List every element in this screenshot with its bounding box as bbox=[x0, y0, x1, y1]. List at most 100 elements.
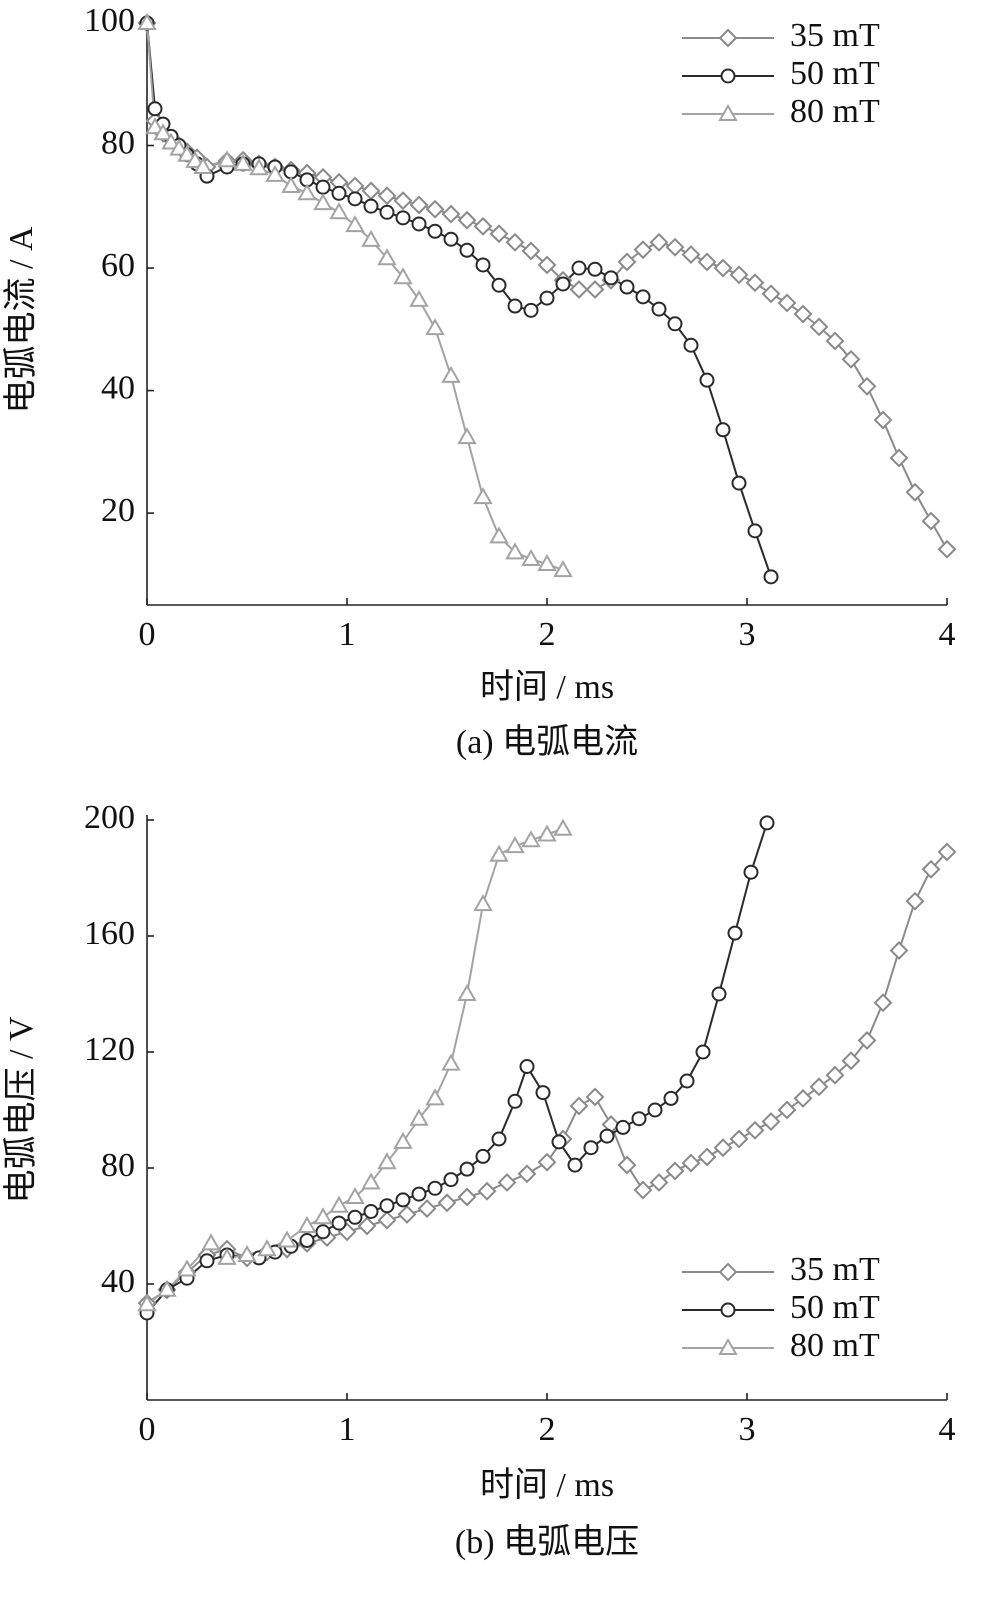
marker-circle bbox=[683, 337, 699, 353]
marker-diamond bbox=[357, 1216, 377, 1236]
marker-diamond bbox=[585, 280, 605, 299]
marker-triangle bbox=[257, 1239, 277, 1257]
marker-circle bbox=[347, 1209, 363, 1225]
marker-circle bbox=[747, 523, 763, 539]
marker-diamond bbox=[569, 1096, 589, 1116]
marker-triangle bbox=[313, 1207, 333, 1225]
legend-label: 50 mT bbox=[790, 55, 880, 92]
marker-circle bbox=[379, 204, 395, 220]
marker-triangle bbox=[145, 117, 165, 135]
marker-circle bbox=[507, 1093, 523, 1109]
marker-diamond bbox=[649, 1173, 669, 1192]
marker-triangle bbox=[457, 983, 477, 1001]
x-tick-label: 2 bbox=[539, 616, 556, 653]
series-line bbox=[146, 22, 564, 572]
series-line bbox=[146, 851, 948, 1304]
marker-triangle bbox=[153, 123, 173, 141]
marker-circle bbox=[395, 210, 411, 226]
legend-label: 35 mT bbox=[790, 1251, 880, 1288]
x-tick-label: 0 bbox=[139, 616, 156, 653]
marker-diamond bbox=[718, 28, 738, 48]
marker-diamond bbox=[889, 448, 909, 468]
marker-circle bbox=[711, 986, 727, 1002]
marker-triangle bbox=[313, 193, 333, 211]
marker-triangle bbox=[169, 138, 189, 156]
marker-circle bbox=[519, 1059, 535, 1074]
marker-circle bbox=[763, 569, 779, 585]
marker-circle bbox=[199, 1253, 215, 1269]
marker-circle bbox=[663, 1090, 679, 1106]
marker-diamond bbox=[633, 1180, 653, 1200]
marker-diamond bbox=[393, 191, 413, 211]
legend-label: 50 mT bbox=[790, 1289, 880, 1326]
marker-triangle bbox=[193, 156, 213, 174]
x-tick-label: 1 bbox=[339, 1411, 356, 1448]
marker-triangle bbox=[161, 132, 181, 150]
marker-triangle bbox=[521, 549, 541, 567]
caption: (a) 电弧电流 bbox=[456, 723, 638, 761]
marker-circle bbox=[363, 198, 379, 214]
marker-circle bbox=[743, 864, 759, 880]
marker-circle bbox=[147, 101, 163, 117]
marker-diamond bbox=[809, 1077, 829, 1097]
x-tick-label: 4 bbox=[939, 616, 956, 653]
marker-triangle bbox=[265, 164, 285, 182]
marker-diamond bbox=[857, 376, 877, 396]
x-tick-label: 3 bbox=[739, 616, 756, 653]
marker-circle bbox=[459, 1161, 475, 1177]
marker-diamond bbox=[729, 265, 749, 285]
marker-diamond bbox=[681, 245, 701, 264]
marker-diamond bbox=[745, 273, 765, 293]
marker-diamond bbox=[681, 1153, 701, 1173]
marker-circle bbox=[411, 1186, 427, 1202]
marker-circle bbox=[475, 1148, 491, 1164]
marker-triangle bbox=[441, 365, 461, 383]
y-tick-label: 20 bbox=[101, 492, 135, 529]
marker-triangle bbox=[345, 215, 365, 233]
marker-diamond bbox=[793, 304, 813, 324]
marker-triangle bbox=[361, 229, 381, 247]
marker-circle bbox=[571, 260, 587, 276]
y-tick-label: 40 bbox=[101, 1263, 135, 1300]
marker-triangle bbox=[185, 150, 205, 168]
marker-triangle bbox=[489, 844, 509, 862]
marker-diamond bbox=[713, 1138, 733, 1158]
marker-diamond bbox=[457, 1187, 477, 1207]
marker-diamond bbox=[841, 1051, 861, 1071]
marker-diamond bbox=[777, 293, 797, 313]
x-axis-label: 时间 / ms bbox=[480, 669, 614, 706]
marker-circle bbox=[363, 1204, 379, 1219]
marker-triangle bbox=[441, 1053, 461, 1071]
y-tick-label: 160 bbox=[84, 915, 135, 952]
x-tick-label: 3 bbox=[739, 1411, 756, 1448]
marker-circle bbox=[583, 1140, 599, 1156]
marker-circle bbox=[647, 1102, 663, 1118]
marker-triangle bbox=[425, 318, 445, 336]
marker-circle bbox=[635, 289, 651, 305]
marker-circle bbox=[727, 925, 743, 941]
marker-diamond bbox=[537, 255, 557, 275]
marker-diamond bbox=[905, 891, 925, 911]
marker-triangle bbox=[297, 1215, 317, 1233]
marker-circle bbox=[651, 301, 667, 317]
marker-diamond bbox=[825, 1065, 845, 1085]
marker-diamond bbox=[761, 1112, 781, 1132]
marker-diamond bbox=[521, 241, 541, 261]
marker-circle bbox=[535, 1085, 551, 1101]
marker-circle bbox=[720, 68, 736, 84]
marker-diamond bbox=[425, 199, 445, 219]
marker-circle bbox=[695, 1044, 711, 1060]
marker-circle bbox=[443, 231, 459, 247]
marker-circle bbox=[315, 179, 331, 195]
marker-diamond bbox=[473, 216, 493, 236]
y-tick-label: 120 bbox=[84, 1031, 135, 1068]
marker-diamond bbox=[937, 539, 957, 559]
marker-circle bbox=[395, 1192, 411, 1208]
marker-diamond bbox=[697, 252, 717, 272]
marker-circle bbox=[427, 1180, 443, 1196]
marker-circle bbox=[631, 1111, 647, 1127]
marker-diamond bbox=[729, 1129, 749, 1149]
marker-circle bbox=[720, 1302, 736, 1318]
marker-triangle bbox=[201, 1233, 221, 1251]
marker-diamond bbox=[585, 1087, 605, 1107]
